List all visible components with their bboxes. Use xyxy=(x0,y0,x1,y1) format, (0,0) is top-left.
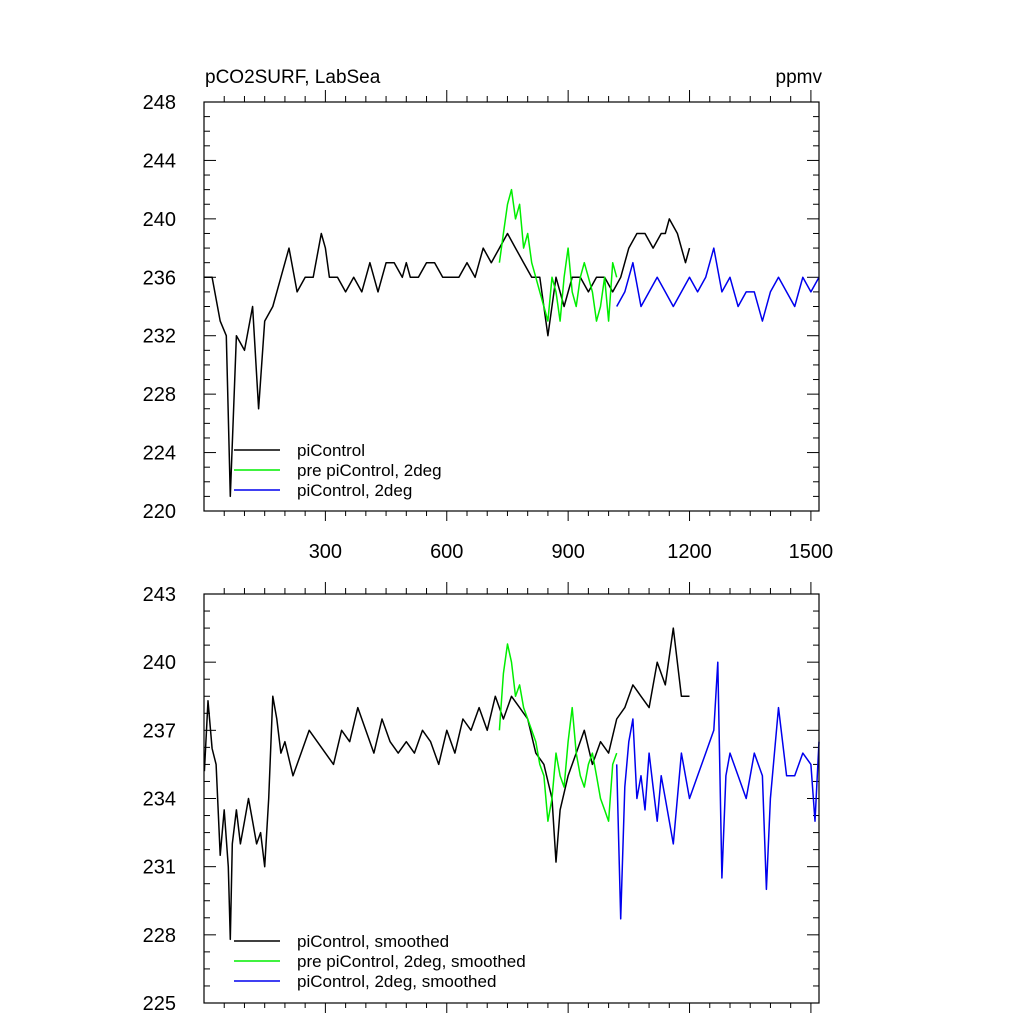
top-y-tick-label: 224 xyxy=(143,443,176,465)
bottom-y-tick-label: 225 xyxy=(143,993,176,1015)
top-panel-title: pCO2SURF, LabSea xyxy=(205,67,381,88)
legend-label-picontrol: piControl xyxy=(297,441,365,460)
legend-label-pre-picontrol-2deg-smoothed: pre piControl, 2deg, smoothed xyxy=(297,952,526,971)
top-y-tick-label: 220 xyxy=(143,501,176,523)
top-y-tick-label: 236 xyxy=(143,267,176,289)
bottom-series-line-1 xyxy=(498,643,618,822)
top-x-tick-label: 600 xyxy=(430,541,463,563)
bottom-panel-frame xyxy=(203,593,820,1004)
bottom-series-line-2 xyxy=(615,661,820,920)
bottom-panel: 225 228 231 234 237 240 243 piControl, smoothe… xyxy=(143,582,820,1015)
bottom-y-tick-label: 240 xyxy=(143,652,176,674)
bottom-y-tick-label: 243 xyxy=(143,584,176,606)
top-x-tick-label: 300 xyxy=(309,541,342,563)
legend-label-pre-picontrol-2deg: pre piControl, 2deg xyxy=(297,461,442,480)
top-x-tick-label: 1200 xyxy=(667,541,712,563)
legend-label-picontrol-2deg-smoothed: piControl, 2deg, smoothed xyxy=(297,972,496,991)
bottom-series-line-0 xyxy=(203,627,690,941)
top-panel-frame xyxy=(203,101,820,512)
top-series-line-0 xyxy=(204,218,691,498)
top-series-line-1 xyxy=(498,188,618,322)
top-panel-series xyxy=(204,188,820,498)
top-x-tick-label: 900 xyxy=(551,541,584,563)
bottom-y-tick-label: 237 xyxy=(143,720,176,742)
top-panel-ticks: 220 224 228 232 236 240 244 248 300 600 900 1200 150… xyxy=(143,90,834,563)
bottom-panel-series xyxy=(203,627,820,941)
top-y-tick-label: 240 xyxy=(143,209,176,231)
bottom-y-tick-label: 231 xyxy=(143,857,176,879)
bottom-y-tick-label: 234 xyxy=(143,789,176,811)
top-legend: piControl pre piControl, 2deg piControl,… xyxy=(234,441,442,500)
top-y-tick-label: 244 xyxy=(143,150,176,172)
top-x-tick-label: 1500 xyxy=(789,541,834,563)
top-panel: pCO2SURF, LabSea ppmv 220 224 228 232 236 240… xyxy=(143,67,834,563)
bottom-legend: piControl, smoothed pre piControl, 2deg,… xyxy=(234,932,526,991)
top-y-tick-label: 248 xyxy=(143,92,176,114)
legend-label-picontrol-smoothed: piControl, smoothed xyxy=(297,932,449,951)
top-y-tick-label: 232 xyxy=(143,326,176,348)
legend-label-picontrol-2deg: piControl, 2deg xyxy=(297,481,412,500)
bottom-y-tick-label: 228 xyxy=(143,925,176,947)
top-panel-units: ppmv xyxy=(776,67,823,88)
bottom-panel-ticks: 225 228 231 234 237 240 243 xyxy=(143,582,819,1015)
top-series-line-2 xyxy=(616,247,820,322)
top-y-tick-label: 228 xyxy=(143,384,176,406)
